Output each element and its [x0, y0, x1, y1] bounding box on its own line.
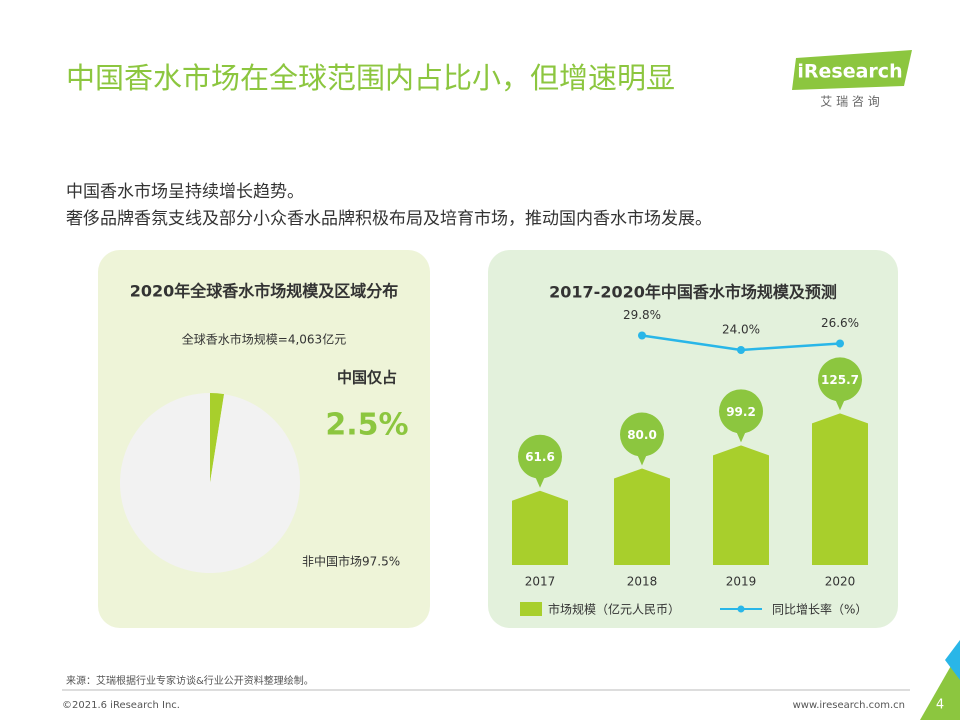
value-label: 80.0	[627, 428, 657, 442]
bar	[713, 445, 769, 565]
value-label: 99.2	[726, 405, 756, 419]
annotation: 中国仅占	[337, 369, 397, 387]
x-tick-label: 2019	[726, 575, 757, 589]
legend-swatch	[737, 605, 745, 613]
corner-deco	[920, 650, 960, 720]
value-label: 61.6	[525, 450, 555, 464]
url: www.iresearch.com.cn	[793, 700, 905, 711]
slide-title: 中国香水市场在全球范围内占比小，但增速明显	[66, 61, 675, 95]
value-label: 24.0%	[722, 323, 760, 337]
chart-title: 2017-2020年中国香水市场规模及预测	[549, 283, 837, 302]
copyright: ©2021.6 iResearch Inc.	[62, 700, 180, 711]
right-panel	[488, 250, 898, 628]
pie-slice	[119, 393, 300, 574]
legend-label: 市场规模（亿元人民币）	[548, 602, 680, 617]
page-number: 4	[936, 698, 944, 713]
chart-subtitle: 全球香水市场规模=4,063亿元	[182, 332, 346, 347]
label-bubble	[719, 389, 763, 434]
x-tick-label: 2017	[525, 575, 556, 589]
value-label: 2.5%	[325, 408, 408, 443]
legend-label: 同比增长率（%）	[772, 602, 867, 617]
logo-box	[792, 50, 912, 90]
logo: iResearch	[797, 61, 902, 83]
corner-deco	[945, 640, 960, 680]
line-point	[836, 339, 844, 348]
value-label: 26.6%	[821, 316, 859, 330]
pie-slice	[210, 393, 225, 483]
x-tick-label: 2020	[825, 575, 856, 589]
legend-swatch	[520, 602, 542, 616]
value-label: 29.8%	[623, 308, 661, 322]
bar	[614, 468, 670, 565]
bar	[512, 490, 568, 565]
label-bubble	[818, 357, 862, 402]
label-bubble	[620, 412, 664, 457]
line-point	[737, 346, 745, 354]
bar	[812, 413, 868, 565]
value-label: 125.7	[821, 373, 859, 387]
body-text: 奢侈品牌香氛支线及部分小众香水品牌积极布局及培育市场，推动国内香水市场发展。	[66, 209, 712, 229]
chart-title: 2020年全球香水市场规模及区域分布	[130, 282, 399, 301]
source: 来源：艾瑞根据行业专家访谈&行业公开资料整理绘制。	[66, 674, 314, 687]
label-bubble	[518, 434, 562, 479]
line-point	[638, 331, 646, 340]
value-label: 非中国市场97.5%	[302, 554, 400, 569]
x-tick-label: 2018	[627, 575, 658, 589]
logo-sub: 艾 瑞 咨 询	[820, 94, 879, 109]
body-text: 中国香水市场呈持续增长趋势。	[66, 182, 304, 202]
